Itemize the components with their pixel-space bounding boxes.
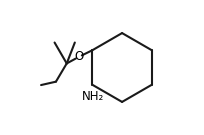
Text: NH₂: NH₂ (81, 90, 104, 103)
Text: O: O (74, 50, 83, 63)
